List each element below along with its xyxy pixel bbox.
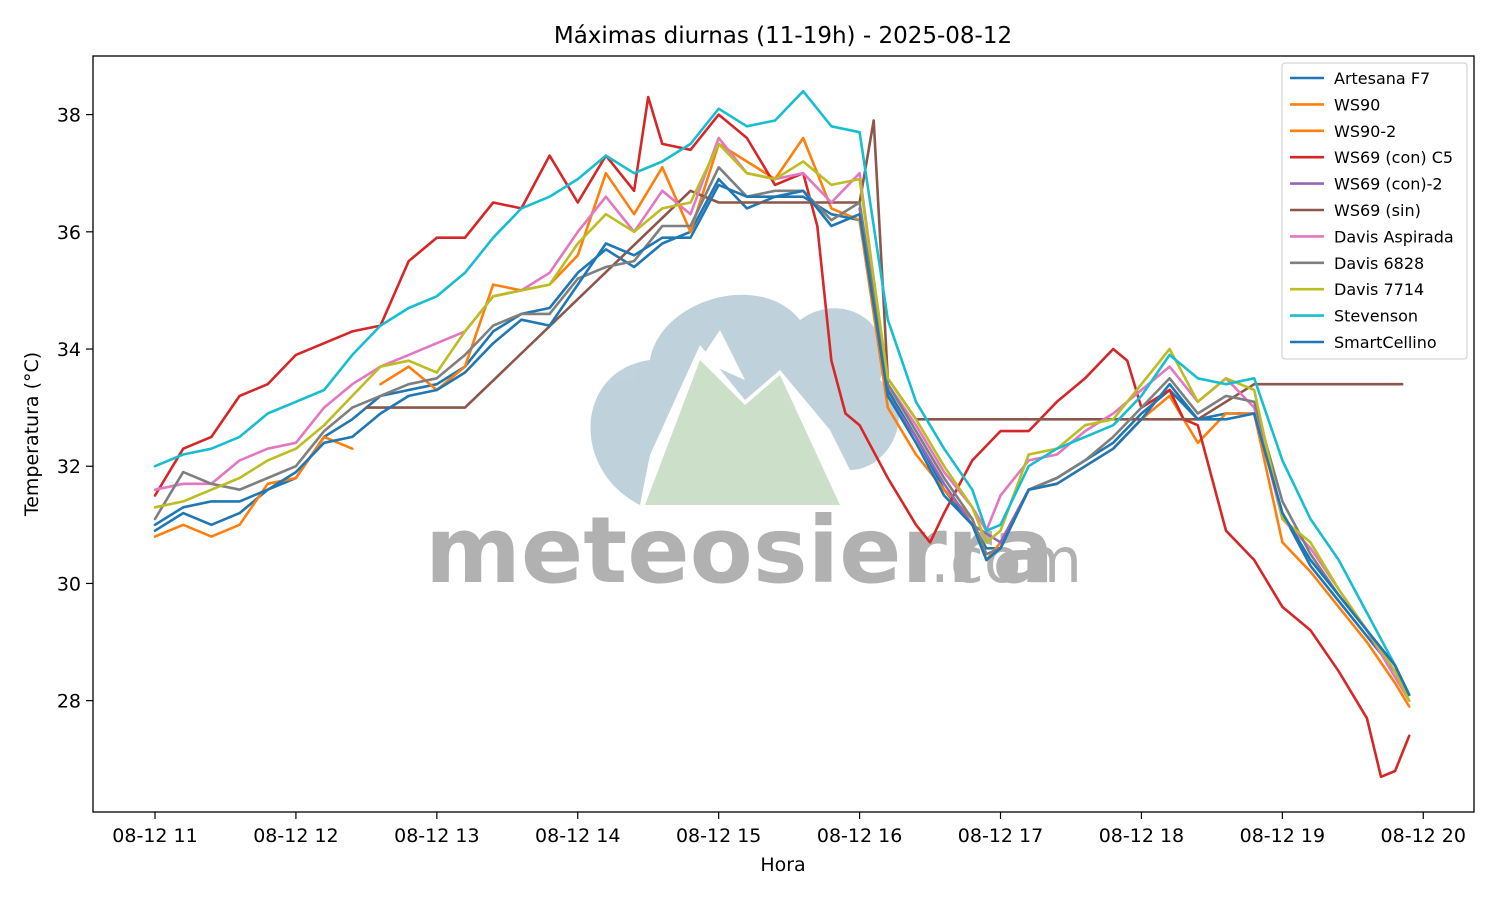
legend-label: WS69 (con)-2	[1334, 175, 1443, 194]
x-tick-label: 08-12 18	[1099, 825, 1184, 847]
legend-label: Stevenson	[1334, 307, 1418, 326]
watermark-cloud-logo	[590, 294, 899, 505]
legend: Artesana F7 WS90 WS90-2 WS69 (con) C5 WS69 (…	[1281, 62, 1468, 360]
y-tick-label: 32	[57, 456, 81, 478]
x-tick-label: 08-12 16	[817, 825, 902, 847]
x-axis: 08-12 11 08-12 12 08-12 13 08-12 14 08-12 15…	[112, 812, 1466, 847]
x-tick-label: 08-12 14	[535, 825, 620, 847]
y-tick-label: 28	[57, 691, 81, 713]
series-line-0	[153, 177, 1411, 697]
y-tick-label: 34	[57, 339, 81, 361]
x-tick-label: 08-12 17	[958, 825, 1043, 847]
y-tick-label: 36	[57, 222, 81, 244]
watermark: meteosierra .com	[425, 294, 1082, 604]
chart-title: Máximas diurnas (11-19h) - 2025-08-12	[554, 23, 1012, 49]
series-line-10	[153, 183, 1411, 697]
legend-label: Davis 6828	[1334, 254, 1424, 273]
x-tick-label: 08-12 20	[1381, 825, 1466, 847]
legend-label: WS69 (con) C5	[1334, 148, 1453, 167]
y-tick-label: 30	[57, 573, 81, 595]
series-line-2	[379, 136, 1411, 708]
legend-label: Davis Aspirada	[1334, 227, 1454, 246]
legend-label: SmartCellino	[1334, 333, 1437, 352]
y-tick-label: 38	[57, 105, 81, 127]
legend-label: Davis 7714	[1334, 280, 1424, 299]
legend-label: WS90-2	[1334, 122, 1396, 141]
x-tick-label: 08-12 13	[394, 825, 479, 847]
watermark-text: meteosierra	[425, 497, 1054, 604]
x-tick-label: 08-12 19	[1240, 825, 1325, 847]
legend-box	[1281, 62, 1468, 360]
x-tick-label: 08-12 15	[676, 825, 761, 847]
series-lines	[153, 89, 1411, 779]
plot-frame	[92, 55, 1475, 813]
legend-label: WS69 (sin)	[1334, 201, 1421, 220]
x-tick-label: 08-12 11	[112, 825, 197, 847]
x-tick-label: 08-12 12	[253, 825, 338, 847]
legend-label: WS90	[1334, 95, 1380, 114]
y-axis: 28 30 32 34 36 38	[57, 105, 93, 713]
y-axis-label: Temperatura (°C)	[21, 352, 43, 517]
x-axis-label: Hora	[760, 854, 805, 876]
series-line-3	[153, 95, 1411, 779]
series-line-8	[153, 142, 1411, 702]
series-line-5	[365, 119, 1404, 421]
series-line-1	[153, 435, 354, 538]
legend-label: Artesana F7	[1334, 69, 1430, 88]
series-line-9	[153, 89, 1411, 697]
